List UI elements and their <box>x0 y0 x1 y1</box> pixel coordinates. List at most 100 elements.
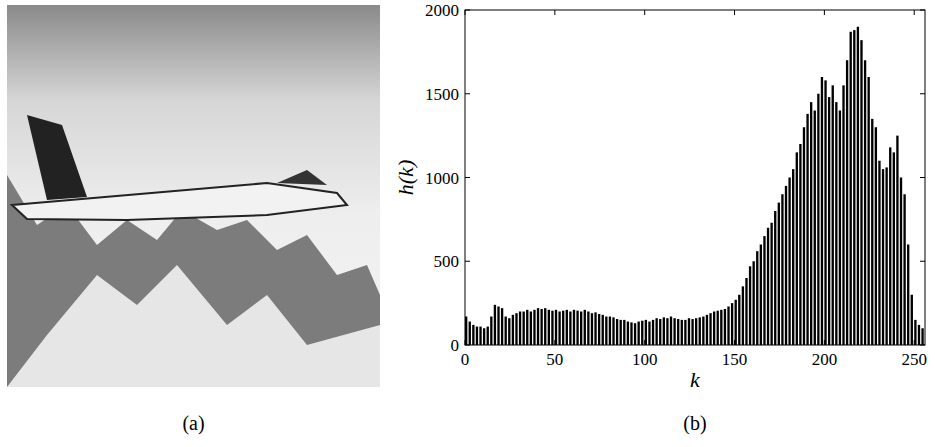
bar <box>598 314 600 345</box>
bar <box>630 322 632 345</box>
y-tick <box>465 177 470 178</box>
bar <box>537 308 539 345</box>
bar <box>540 309 542 345</box>
bar <box>817 94 819 345</box>
x-tick-top <box>734 10 735 15</box>
bar <box>875 127 877 345</box>
x-tick <box>644 340 645 345</box>
bar <box>709 313 711 345</box>
bar <box>792 169 794 345</box>
bar <box>842 85 844 345</box>
bar <box>469 322 471 345</box>
bar <box>731 303 733 345</box>
bar <box>497 306 499 345</box>
y-tick-right <box>920 10 925 11</box>
bar <box>882 169 884 345</box>
bar <box>648 322 650 345</box>
bar <box>663 317 665 345</box>
bar <box>903 194 905 345</box>
x-tick-label: 200 <box>812 350 838 369</box>
bar <box>666 318 668 345</box>
bar <box>774 211 776 345</box>
bar <box>691 319 693 345</box>
x-tick-label: 0 <box>461 350 470 369</box>
x-tick-label: 50 <box>546 350 563 369</box>
bar <box>824 80 826 345</box>
x-tick-label: 100 <box>632 350 658 369</box>
x-tick-top <box>465 10 466 15</box>
bar <box>655 318 657 345</box>
bar <box>911 295 913 345</box>
x-tick-label: 150 <box>722 350 748 369</box>
bar <box>914 320 916 345</box>
bar <box>803 127 805 345</box>
photo-panel <box>7 5 380 387</box>
bar <box>918 325 920 345</box>
bar <box>558 312 560 346</box>
bar <box>684 320 686 345</box>
bar <box>753 261 755 345</box>
bar <box>530 312 532 346</box>
bar <box>505 317 507 345</box>
bar <box>699 317 701 345</box>
x-tick <box>734 340 735 345</box>
bar <box>526 310 528 345</box>
y-tick-right <box>920 345 925 346</box>
bar <box>645 320 647 345</box>
bar <box>602 315 604 345</box>
y-tick-label: 2000 <box>425 1 459 20</box>
y-tick-right <box>920 177 925 178</box>
bar <box>638 322 640 345</box>
bar <box>853 30 855 345</box>
bar <box>735 300 737 345</box>
bar <box>612 317 614 345</box>
bar <box>562 311 564 345</box>
bar <box>745 278 747 345</box>
bar <box>479 327 481 345</box>
bar <box>893 152 895 345</box>
bar <box>806 114 808 345</box>
bar <box>566 310 568 345</box>
y-tick <box>465 345 470 346</box>
bar <box>770 223 772 345</box>
bar <box>889 147 891 345</box>
bar <box>900 178 902 346</box>
photo-canopy <box>277 170 327 185</box>
bar <box>727 306 729 345</box>
bar <box>544 308 546 345</box>
photo-sky <box>7 5 380 387</box>
bar <box>814 111 816 346</box>
photo-tail <box>27 115 87 200</box>
bar <box>742 286 744 345</box>
bar <box>781 194 783 345</box>
x-tick-top <box>644 10 645 15</box>
bar <box>594 312 596 345</box>
bar <box>857 27 859 345</box>
bar <box>627 322 629 345</box>
bar <box>659 319 661 345</box>
bar <box>868 77 870 345</box>
x-tick-label: 250 <box>901 350 927 369</box>
bar <box>584 310 586 345</box>
bar <box>576 311 578 345</box>
bar <box>652 320 654 345</box>
bar <box>810 102 812 345</box>
bar <box>483 328 485 345</box>
y-tick-label: 0 <box>451 336 460 355</box>
photo-mountains <box>7 175 380 387</box>
bar <box>551 311 553 345</box>
bar <box>785 186 787 345</box>
x-tick-top <box>554 10 555 15</box>
y-tick-right <box>920 261 925 262</box>
bar <box>720 310 722 345</box>
bar <box>839 111 841 346</box>
bars <box>465 27 924 345</box>
bar <box>490 317 492 345</box>
bar <box>878 161 880 345</box>
bar <box>860 40 862 345</box>
bar <box>864 60 866 345</box>
bar <box>673 318 675 345</box>
x-axis-title: k <box>690 367 701 392</box>
bar <box>533 310 535 345</box>
bar <box>512 315 514 345</box>
